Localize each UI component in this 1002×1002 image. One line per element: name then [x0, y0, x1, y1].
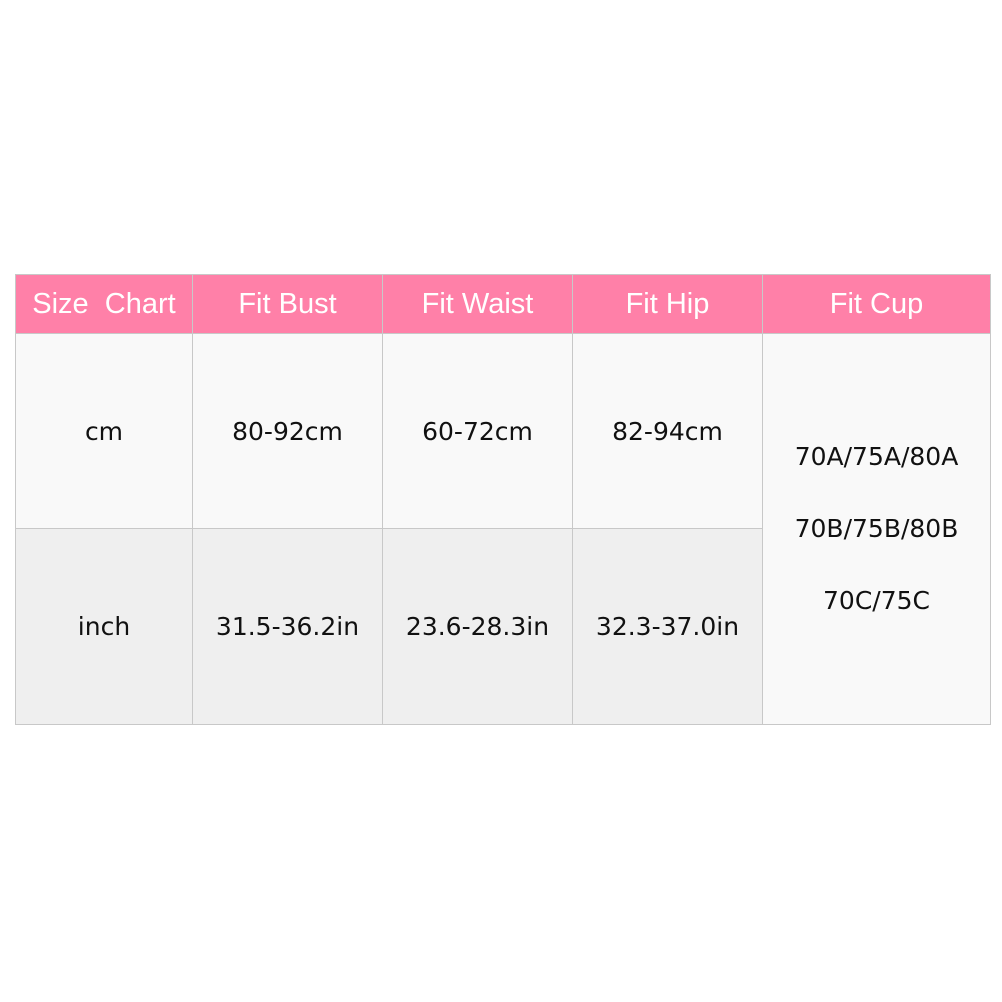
header-row: Size Chart Fit Bust Fit Waist Fit Hip Fi…: [15, 274, 991, 334]
header-fit-bust: Fit Bust: [192, 274, 383, 334]
hip-cell: 82-94cm: [572, 333, 763, 529]
table-row: inch 31.5-36.2in 23.6-28.3in 32.3-37.0in: [15, 528, 991, 725]
unit-cell: cm: [15, 333, 193, 529]
cup-size-b: 70B/75B/80B: [794, 514, 959, 543]
waist-cell: 60-72cm: [382, 333, 573, 529]
unit-cell: inch: [15, 528, 193, 725]
header-size-chart: Size Chart: [15, 274, 193, 334]
bust-cell: 31.5-36.2in: [192, 528, 383, 725]
cup-size-a: 70A/75A/80A: [794, 442, 959, 471]
hip-cell: 32.3-37.0in: [572, 528, 763, 725]
cup-cell: 70A/75A/80A 70B/75B/80B 70C/75C: [762, 333, 991, 725]
table-row: cm 80-92cm 60-72cm 82-94cm 70A/75A/80A 7…: [15, 333, 991, 725]
waist-cell: 23.6-28.3in: [382, 528, 573, 725]
cup-size-c: 70C/75C: [823, 586, 930, 615]
bust-cell: 80-92cm: [192, 333, 383, 529]
header-fit-waist: Fit Waist: [382, 274, 573, 334]
size-chart-table: Size Chart Fit Bust Fit Waist Fit Hip Fi…: [15, 274, 991, 725]
header-fit-cup: Fit Cup: [762, 274, 991, 334]
header-fit-hip: Fit Hip: [572, 274, 763, 334]
